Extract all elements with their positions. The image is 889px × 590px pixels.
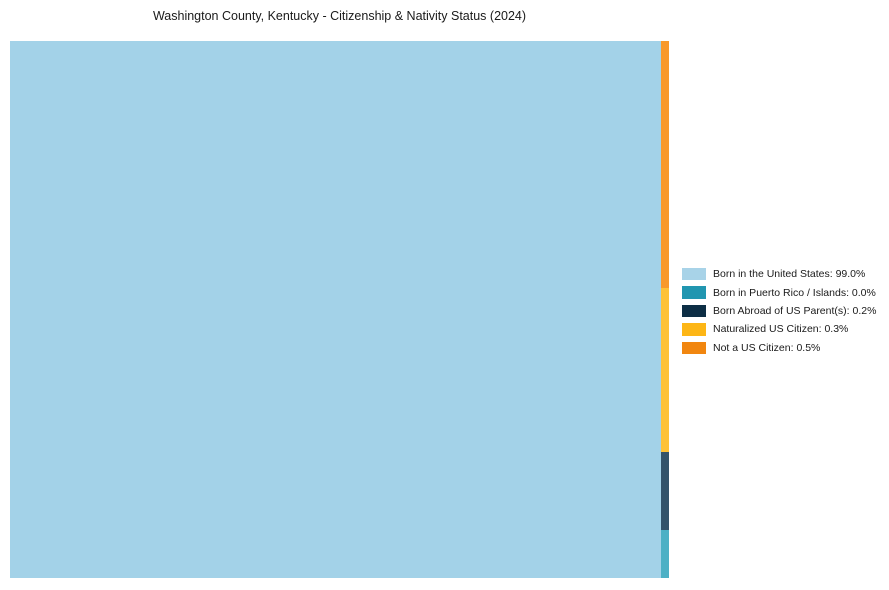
treemap-plot	[10, 41, 669, 578]
legend-item-naturalized: Naturalized US Citizen: 0.3%	[682, 320, 876, 338]
treemap-minor-strip	[661, 41, 669, 578]
legend-item-born-abroad: Born Abroad of US Parent(s): 0.2%	[682, 302, 876, 320]
legend-label-born-in-puerto-rico: Born in Puerto Rico / Islands: 0.0%	[713, 286, 876, 299]
legend-item-born-in-us: Born in the United States: 99.0%	[682, 265, 876, 283]
legend-swatch-born-in-puerto-rico	[682, 286, 706, 299]
treemap-cell-born-in-puerto-rico-islands	[661, 529, 669, 578]
legend-swatch-naturalized	[682, 323, 706, 336]
legend-swatch-born-abroad	[682, 304, 706, 318]
treemap-cell-born-abroad-of-us-parents	[661, 451, 669, 530]
legend-label-naturalized: Naturalized US Citizen: 0.3%	[713, 323, 849, 336]
legend-swatch-not-us-citizen	[682, 341, 706, 354]
treemap-cell-born-in-united-states	[10, 41, 662, 578]
treemap-cell-not-a-us-citizen	[661, 41, 669, 289]
treemap-cell-naturalized-us-citizen	[661, 288, 669, 452]
legend-swatch-born-in-us	[682, 267, 706, 281]
legend-item-born-in-puerto-rico: Born in Puerto Rico / Islands: 0.0%	[682, 283, 876, 301]
chart-title: Washington County, Kentucky - Citizenshi…	[152, 9, 527, 23]
legend: Born in the United States: 99.0% Born in…	[682, 265, 876, 357]
legend-label-born-abroad: Born Abroad of US Parent(s): 0.2%	[713, 304, 877, 317]
legend-item-not-us-citizen: Not a US Citizen: 0.5%	[682, 339, 876, 357]
legend-label-not-us-citizen: Not a US Citizen: 0.5%	[713, 341, 821, 354]
legend-label-born-in-us: Born in the United States: 99.0%	[713, 268, 866, 281]
